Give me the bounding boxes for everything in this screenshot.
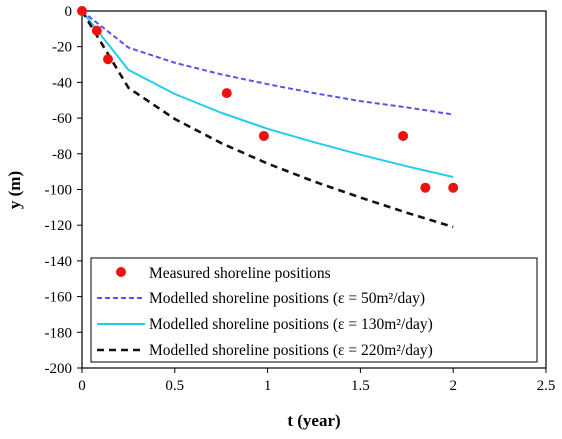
x-tick-label: 2: [449, 378, 457, 394]
x-tick-label: 1.5: [351, 378, 370, 394]
x-axis-title: t (year): [287, 411, 340, 430]
y-tick-label: -80: [52, 147, 72, 163]
series-line-3: [80, 10, 454, 229]
y-axis-title: y (m): [5, 171, 24, 209]
x-tick-label: 0: [78, 378, 86, 394]
legend-label: Modelled shoreline positions (ε = 50m²/d…: [149, 290, 425, 307]
legend-box: [90, 257, 538, 363]
legend-label: Modelled shoreline positions (ε = 130m²/…: [149, 316, 433, 333]
data-point: [448, 182, 459, 193]
x-axis-ticks: 0 0.5 1 1.5 2 2.5: [78, 368, 555, 394]
data-point: [221, 88, 232, 99]
x-tick-label: 0.5: [165, 378, 184, 394]
data-point: [398, 130, 409, 141]
data-point: [91, 25, 102, 36]
y-tick-label: -20: [52, 40, 72, 56]
legend-marker: [116, 267, 126, 277]
series-line-2: [81, 10, 454, 178]
legend-label: Measured shoreline positions: [149, 265, 331, 282]
y-tick-label: -60: [52, 111, 72, 127]
y-tick-label: -180: [45, 325, 73, 341]
y-tick-label: -40: [52, 75, 72, 91]
x-tick-label: 1: [264, 378, 272, 394]
legend-label: Modelled shoreline positions (ε = 220m²/…: [149, 342, 433, 359]
y-tick-label: -120: [45, 218, 73, 234]
y-tick-label: -200: [45, 361, 73, 377]
y-tick-label: -140: [45, 254, 73, 270]
x-tick-label: 2.5: [537, 378, 556, 394]
data-point: [258, 130, 269, 141]
y-tick-label: -160: [45, 290, 73, 306]
series-layer: [77, 6, 459, 229]
legend-items: Measured shoreline positions Modelled sho…: [97, 265, 433, 359]
y-tick-label: -100: [45, 183, 73, 199]
series-line-1: [81, 10, 454, 116]
y-axis-ticks: 0 -20 -40 -60 -80 -100 -120 -140 -160 -180 -200: [45, 4, 82, 377]
data-point: [77, 6, 87, 16]
data-point: [420, 182, 431, 193]
data-point: [102, 54, 113, 65]
y-tick-label: 0: [65, 4, 73, 20]
legend: Measured shoreline positions Modelled sho…: [90, 257, 538, 363]
